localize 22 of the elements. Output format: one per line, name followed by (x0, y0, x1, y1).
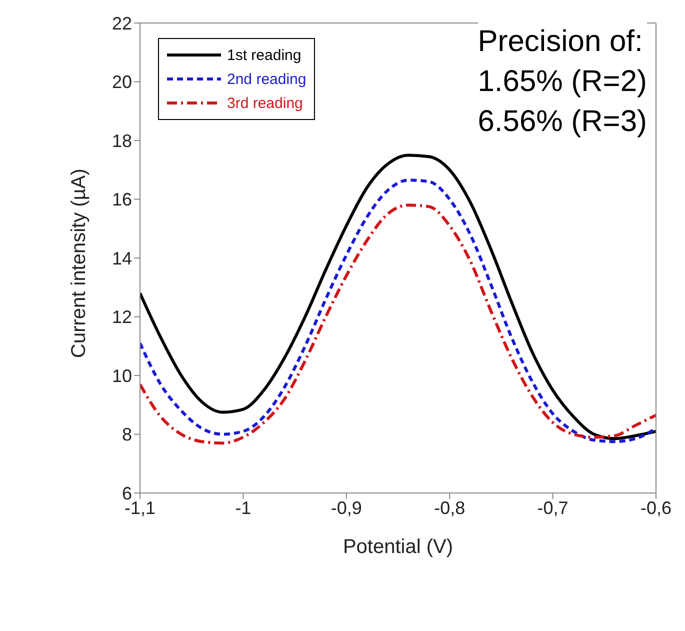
annotation: 6.56% (R=3) (478, 104, 647, 140)
y-tick-label: 6 (122, 483, 132, 504)
y-tick-label: 10 (112, 366, 132, 386)
x-tick-label: -1 (235, 498, 252, 518)
y-axis-title: Current intensity (µA) (68, 168, 90, 358)
y-tick-label: 18 (112, 130, 132, 151)
x-axis-title: Potential (V) (342, 536, 454, 558)
y-tick-label: 16 (112, 190, 132, 210)
y-tick-label: 8 (122, 424, 132, 445)
x-tick-label: -0,6 (640, 498, 672, 518)
legend-label: 2nd reading (227, 70, 306, 88)
annotation: Precision of: (478, 24, 644, 60)
y-tick-label: 12 (112, 307, 132, 328)
legend-label: 3rd reading (227, 94, 303, 112)
x-tick-label: -0,7 (537, 498, 568, 518)
y-tick-label: 20 (112, 72, 132, 92)
y-tick-label: 22 (112, 13, 132, 34)
x-tick-label: -0,9 (330, 498, 362, 518)
legend-label: 1st reading (227, 46, 302, 64)
annotation: 1.65% (R=2) (478, 64, 647, 100)
y-tick-label: 14 (112, 248, 132, 268)
x-tick-label: -0,8 (434, 498, 466, 518)
